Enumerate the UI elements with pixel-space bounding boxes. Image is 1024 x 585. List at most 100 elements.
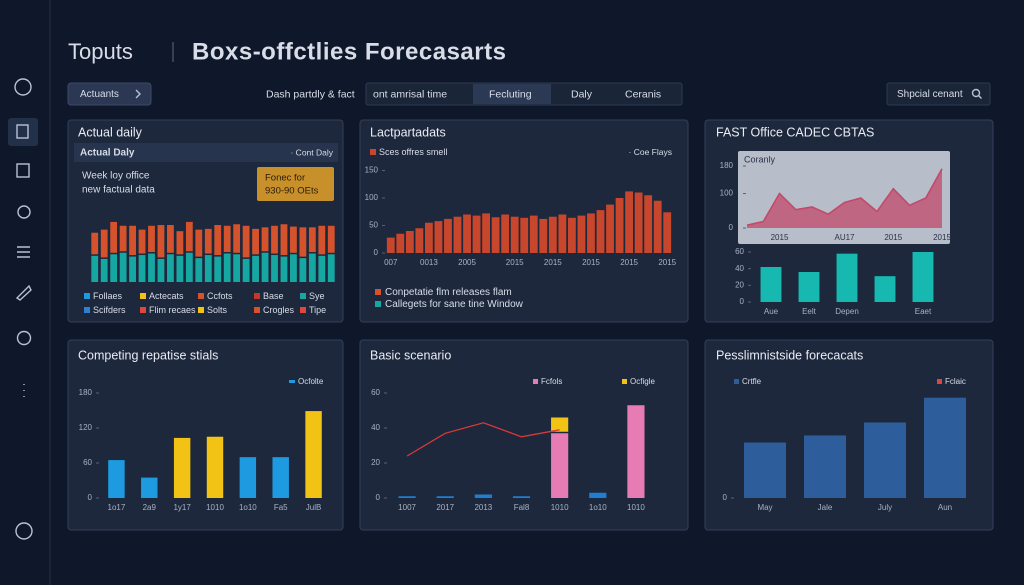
x-tick-label: 2005	[458, 258, 476, 267]
x-tick-label: Aue	[764, 307, 779, 316]
legend-label: Crogles	[263, 305, 295, 315]
y-tick-label: 150	[365, 166, 379, 175]
bar	[308, 227, 316, 253]
bar	[864, 422, 906, 498]
legend-swatch	[198, 293, 204, 299]
tab[interactable]: ont amrisal time	[373, 88, 447, 100]
nav-icon-chat[interactable]	[17, 205, 31, 219]
legend-swatch	[300, 293, 306, 299]
bar	[261, 227, 269, 252]
legend-swatch	[533, 379, 538, 384]
callout-text: Fonec for	[265, 173, 305, 184]
bar	[318, 255, 326, 282]
legend-label: Follaes	[93, 291, 123, 301]
y-tick-label: 60	[735, 247, 744, 256]
legend-label: Tipe	[309, 305, 326, 315]
y-tick-label: 0	[374, 248, 379, 257]
actuals-button-label: Actuants	[80, 89, 119, 100]
legend-label: Crtfle	[742, 377, 762, 386]
nav-icon-home[interactable]	[14, 78, 32, 96]
bar	[589, 492, 607, 498]
x-tick-label: 2015	[506, 258, 524, 267]
bar	[195, 229, 203, 257]
y-tick-label: 40	[735, 264, 744, 273]
bar	[627, 405, 645, 498]
legend-swatch	[84, 293, 90, 299]
bar	[386, 237, 395, 253]
bar	[290, 254, 297, 282]
bar	[252, 255, 259, 282]
bar	[272, 457, 289, 498]
bar	[398, 496, 416, 498]
bar	[558, 214, 567, 253]
x-tick-label: 2017	[436, 503, 454, 512]
legend-swatch	[140, 307, 146, 313]
bar	[271, 255, 278, 282]
x-tick-label: 2015	[620, 258, 638, 267]
bar	[444, 218, 452, 253]
legend-label: Actecats	[149, 291, 184, 301]
y-tick-label: 20	[371, 458, 380, 467]
y-tick-label: 0	[729, 223, 734, 232]
nav-icon-docs[interactable]	[16, 124, 29, 139]
legend-swatch	[289, 380, 295, 383]
bar	[91, 232, 99, 255]
nav-icon-globe[interactable]	[16, 330, 32, 346]
bar	[327, 254, 335, 282]
x-tick-label: 2015	[884, 233, 902, 242]
bar	[239, 457, 257, 498]
bar	[271, 225, 278, 254]
legend-swatch	[84, 307, 90, 313]
panel	[359, 339, 689, 531]
nav-icon-edit[interactable]	[15, 284, 32, 301]
bar	[167, 254, 174, 282]
panel-subheader	[74, 143, 338, 162]
bar	[148, 253, 155, 282]
legend-label: Flim recaes	[149, 305, 196, 315]
y-tick-label: 120	[79, 423, 93, 432]
legend-label: Fclaic	[945, 377, 966, 386]
bar	[110, 221, 118, 253]
panel-title: Competing repatise stials	[78, 348, 218, 362]
x-tick-label: JulB	[306, 503, 322, 512]
bar	[436, 496, 454, 498]
bar	[280, 224, 288, 256]
x-tick-label: 2015	[582, 258, 600, 267]
bar	[223, 253, 231, 282]
tab[interactable]: Daly	[571, 88, 593, 100]
y-tick-label: 0	[740, 297, 745, 306]
page-title: Boxs-offctlies Forecasarts	[192, 38, 506, 65]
callout-text: 930-90 OEts	[265, 186, 319, 197]
bar	[100, 229, 108, 258]
actuals-button[interactable]	[67, 82, 152, 106]
bar	[551, 433, 569, 498]
tab[interactable]: Ceranis	[625, 88, 661, 100]
bar	[798, 272, 820, 302]
x-tick-label: Depen	[835, 307, 859, 316]
bar	[510, 216, 519, 253]
panel-note: · Coe Flays	[629, 147, 672, 157]
x-tick-label: Eelt	[802, 307, 817, 316]
bar	[91, 255, 99, 282]
legend-swatch	[254, 307, 260, 313]
y-tick-label: 40	[371, 423, 380, 432]
nav-icon-reports[interactable]	[16, 163, 30, 178]
bar	[176, 231, 184, 255]
tab[interactable]: Fecluting	[489, 88, 532, 100]
legend-swatch	[937, 379, 942, 384]
legend-label: Ocfigle	[630, 377, 655, 386]
bar	[529, 215, 538, 253]
bar	[634, 192, 643, 253]
panel-title: Actual daily	[78, 125, 143, 139]
x-tick-label: May	[757, 503, 772, 512]
bar	[242, 225, 250, 258]
nav-icon-list[interactable]	[17, 246, 30, 258]
nav-icon-info[interactable]	[15, 522, 33, 540]
x-tick-label: 2015	[544, 258, 562, 267]
legend-label: Base	[263, 291, 284, 301]
bar	[625, 191, 634, 253]
bar	[157, 225, 165, 258]
search-box[interactable]	[886, 82, 991, 106]
bar	[836, 253, 858, 302]
